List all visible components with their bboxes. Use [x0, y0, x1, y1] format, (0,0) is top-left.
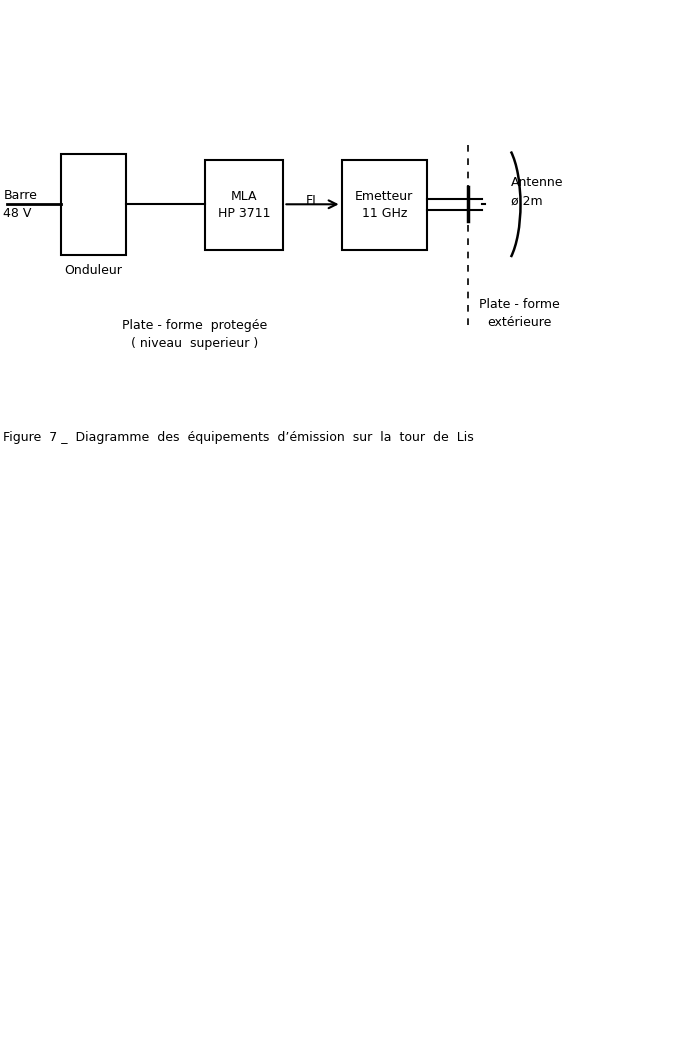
Text: Barre
48 V: Barre 48 V	[3, 188, 38, 220]
Bar	[342, 160, 427, 250]
Text: Antenne
ø 2m: Antenne ø 2m	[511, 176, 563, 207]
Text: Emetteur
11 GHz: Emetteur 11 GHz	[355, 189, 413, 220]
Bar	[205, 160, 283, 250]
Bar	[61, 154, 126, 255]
Text: Onduleur: Onduleur	[65, 264, 122, 277]
Text: FI: FI	[306, 194, 317, 206]
Text: Figure  7 _  Diagramme  des  équipements  d’émission  sur  la  tour  de  Lis: Figure 7 _ Diagramme des équipements d’é…	[3, 431, 474, 444]
Text: Plate - forme  protegée
( niveau  superieur ): Plate - forme protegée ( niveau superieu…	[122, 319, 267, 350]
Text: MLA
HP 3711: MLA HP 3711	[218, 189, 270, 220]
Text: Plate - forme
extérieure: Plate - forme extérieure	[479, 298, 559, 329]
